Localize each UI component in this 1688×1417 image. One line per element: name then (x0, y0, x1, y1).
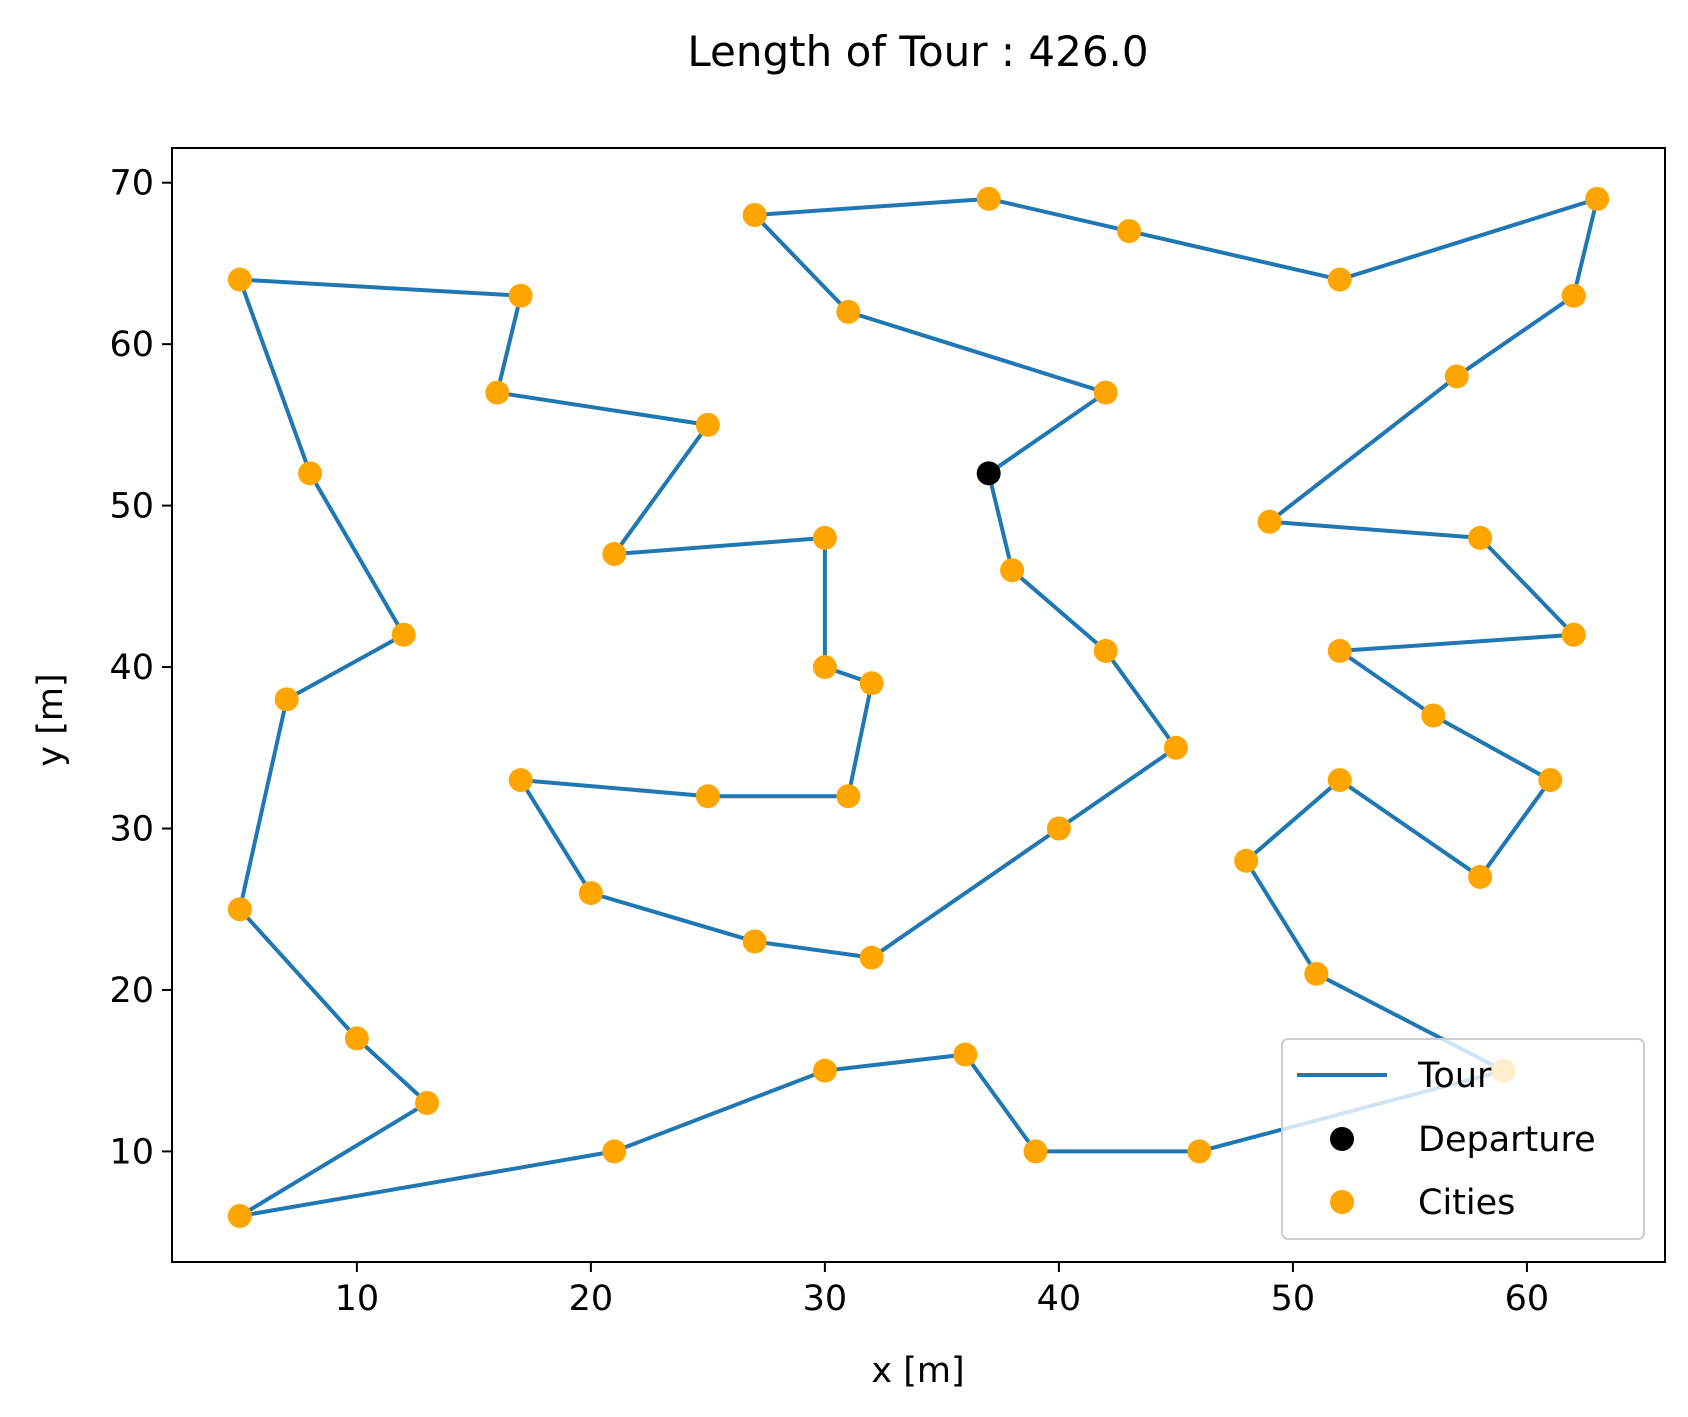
city-point (1421, 703, 1446, 728)
city-point (953, 1042, 978, 1067)
x-tick-label: 40 (1037, 1279, 1082, 1319)
tour-series (237, 196, 1600, 1218)
city-point (227, 1203, 252, 1228)
city-point (859, 671, 884, 696)
city-point (836, 784, 861, 809)
city-point (1163, 735, 1188, 760)
y-tick-label: 40 (109, 648, 154, 688)
tour-line (237, 196, 1600, 1218)
city-point (1585, 186, 1610, 211)
city-point (812, 1058, 837, 1083)
y-tick-label: 50 (109, 487, 154, 527)
city-point (274, 687, 299, 712)
city-point (1468, 525, 1493, 550)
departure-point (976, 461, 1001, 486)
y-tick-label: 60 (109, 325, 154, 365)
city-point (1468, 864, 1493, 889)
city-point (1117, 219, 1142, 244)
city-point (1444, 364, 1469, 389)
legend: Tour Departure Cities (1281, 1038, 1645, 1240)
city-point (578, 881, 603, 906)
city-point (1561, 622, 1586, 647)
city-point (1257, 509, 1282, 534)
city-point (415, 1090, 440, 1115)
city-point (1327, 267, 1352, 292)
city-point (298, 461, 323, 486)
legend-departure-swatch (1330, 1127, 1354, 1151)
city-point (227, 267, 252, 292)
city-point (1023, 1139, 1048, 1164)
city-point (602, 542, 627, 567)
axis-ticks: 10 20 30 40 50 60 10 20 30 40 50 60 70 (109, 164, 1549, 1319)
city-point (1234, 848, 1259, 873)
city-point (859, 945, 884, 970)
y-axis-label: y [m] (31, 673, 71, 766)
city-point (1000, 558, 1025, 583)
x-tick-label: 50 (1271, 1279, 1316, 1319)
chart-title: Length of Tour : 426.0 (687, 27, 1148, 76)
x-tick-label: 10 (335, 1279, 380, 1319)
city-point (602, 1139, 627, 1164)
city-point (1093, 638, 1118, 663)
city-point (1327, 638, 1352, 663)
city-point (508, 768, 533, 793)
city-point (812, 525, 837, 550)
city-point (836, 299, 861, 324)
city-point (1561, 283, 1586, 308)
city-point (1304, 961, 1329, 986)
city-point (1538, 768, 1563, 793)
x-tick-label: 20 (569, 1279, 614, 1319)
city-point (344, 1026, 369, 1051)
city-points (227, 186, 1610, 1228)
legend-cities-label: Cities (1418, 1183, 1515, 1223)
x-tick-label: 30 (803, 1279, 848, 1319)
city-point (227, 897, 252, 922)
legend-tour-label: Tour (1417, 1056, 1492, 1096)
x-axis-label: x [m] (871, 1351, 964, 1391)
axes-frame (171, 147, 1666, 1263)
city-point (695, 412, 720, 437)
city-point (976, 186, 1001, 211)
x-tick-label: 60 (1505, 1279, 1550, 1319)
y-tick-label: 20 (109, 971, 154, 1011)
y-tick-label: 30 (109, 810, 154, 850)
city-point (695, 784, 720, 809)
city-point (812, 655, 837, 680)
city-point (1327, 768, 1352, 793)
y-tick-label: 10 (109, 1132, 154, 1172)
city-point (1093, 380, 1118, 405)
city-point (391, 622, 416, 647)
city-point (508, 283, 533, 308)
city-point (1046, 816, 1071, 841)
legend-departure-label: Departure (1418, 1120, 1596, 1160)
city-point (742, 203, 767, 228)
y-tick-label: 70 (109, 164, 154, 204)
city-point (742, 929, 767, 954)
legend-cities-swatch (1330, 1190, 1354, 1214)
legend-box (1281, 1038, 1645, 1240)
city-point (1187, 1139, 1212, 1164)
city-point (485, 380, 510, 405)
